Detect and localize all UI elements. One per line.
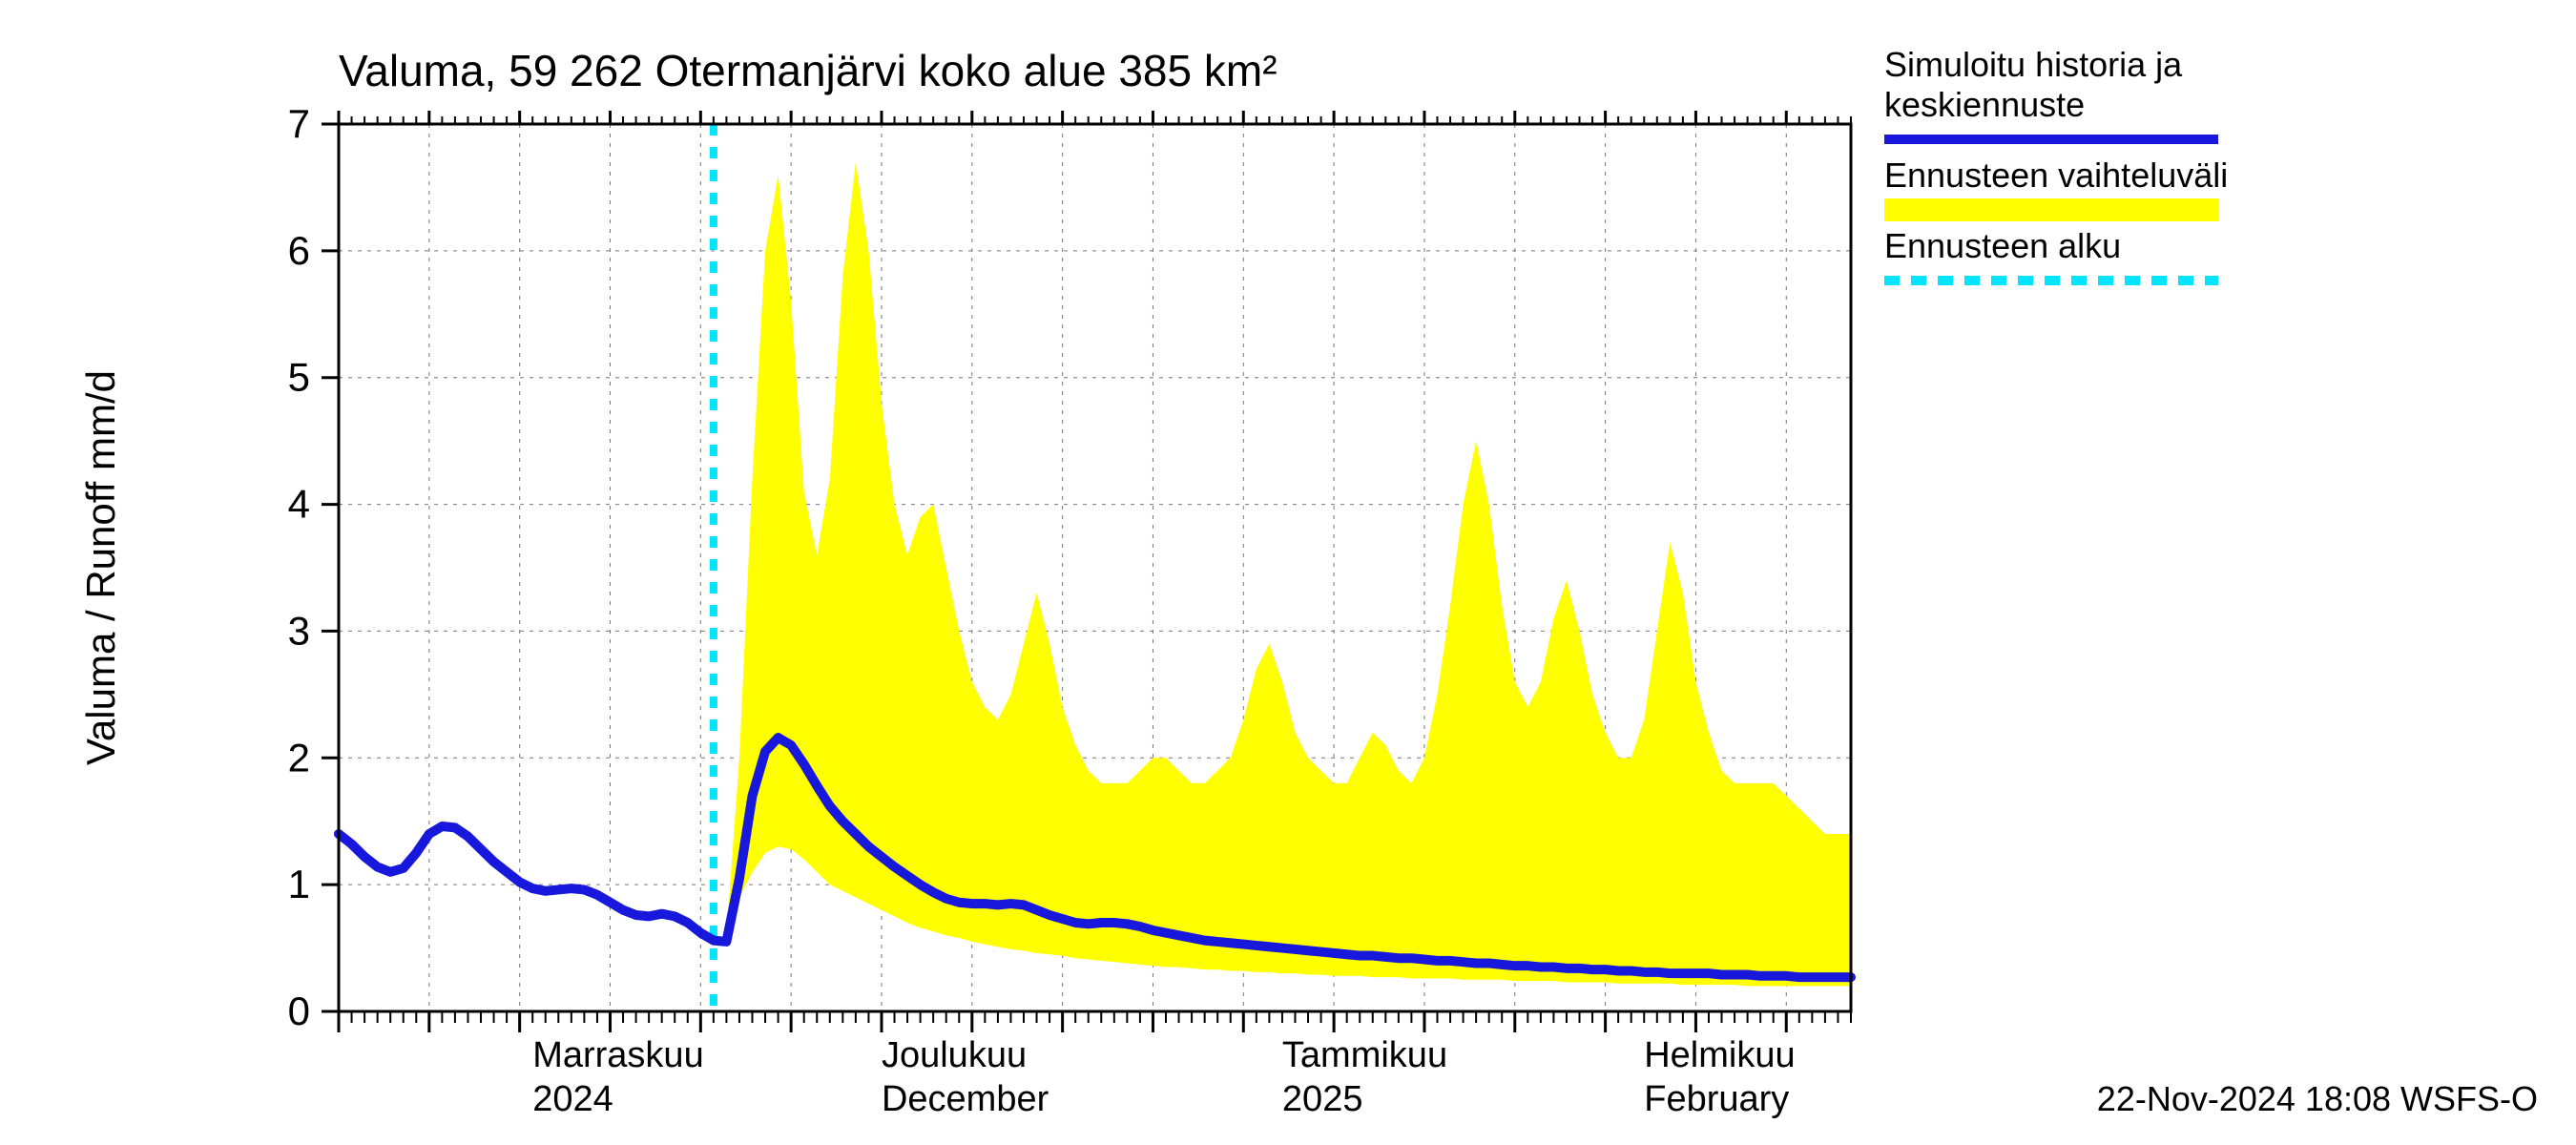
y-tick-label: 1: [288, 862, 310, 906]
y-tick-label: 4: [288, 482, 310, 527]
runoff-forecast-chart: 0 1 2 3 4 5 6 7 Marraskuu2024 JoulukuuDecember Tam…: [0, 0, 2576, 1145]
y-axis-label: Valuma / Runoff mm/d: [78, 370, 123, 765]
y-tick-label: 7: [288, 101, 310, 146]
chart-svg: 0 1 2 3 4 5 6 7 Marraskuu2024 JoulukuuDecember Tam…: [0, 0, 2576, 1145]
legend-swatch-fill: [1884, 198, 2218, 221]
x-axis-month-line2: February: [1644, 1079, 1789, 1119]
y-tick-label: 0: [288, 989, 310, 1033]
x-axis-month-line2: 2025: [1282, 1079, 1363, 1119]
y-tick-label: 6: [288, 228, 310, 273]
x-axis-month-line1: Tammikuu: [1282, 1035, 1447, 1075]
y-tick-label: 2: [288, 735, 310, 780]
chart-title: Valuma, 59 262 Otermanjärvi koko alue 38…: [339, 46, 1278, 95]
x-axis-month-line2: December: [882, 1079, 1049, 1119]
x-axis-month-line1: Helmikuu: [1644, 1035, 1795, 1075]
legend-label: keskiennuste: [1884, 85, 2085, 124]
footer-timestamp: 22-Nov-2024 18:08 WSFS-O: [2097, 1079, 2538, 1118]
legend-label: Simuloitu historia ja: [1884, 45, 2183, 84]
x-axis-month-line1: Marraskuu: [532, 1035, 704, 1075]
legend-label: Ennusteen vaihteluväli: [1884, 156, 2228, 195]
legend-label: Ennusteen alku: [1884, 226, 2121, 265]
x-axis-month-line1: Joulukuu: [882, 1035, 1027, 1075]
y-tick-label: 5: [288, 355, 310, 400]
y-tick-label: 3: [288, 608, 310, 653]
x-axis-month-line2: 2024: [532, 1079, 613, 1119]
